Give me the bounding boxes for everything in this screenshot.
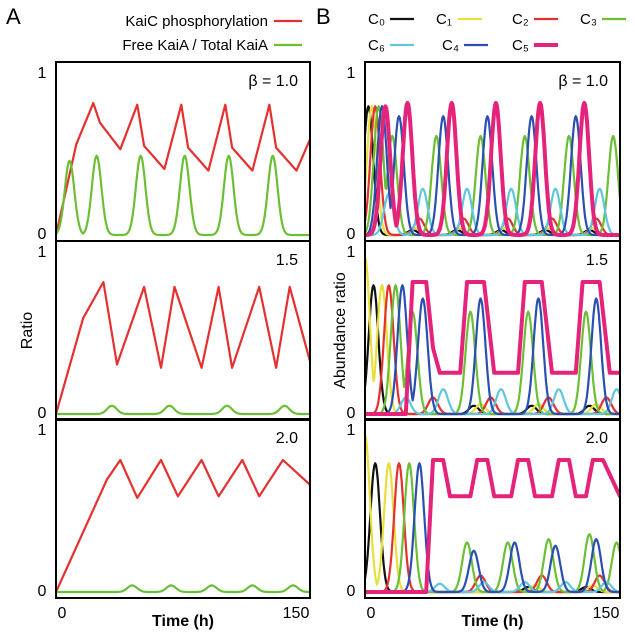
y-tick-label: 0 <box>347 226 356 243</box>
legend-label: Free KaiA / Total KaiA <box>122 37 268 54</box>
legend-entry-2: C₂ <box>512 11 558 28</box>
panel-b-subplot-3: 102.0 <box>347 418 621 600</box>
y-tick-label: 1 <box>38 244 47 261</box>
series-line-b2-5 <box>365 284 620 416</box>
panel-b-subplot-1: 1 0 β = 1.0 <box>347 61 621 243</box>
x-tick-label: 0 <box>58 605 67 622</box>
y-tick-label: 0 <box>347 583 356 600</box>
series-line-a3-1 <box>56 584 310 594</box>
y-tick-label: 1 <box>347 422 356 439</box>
beta-label: 2.0 <box>276 430 298 447</box>
beta-label: 1.5 <box>586 252 608 269</box>
legend-entry-0: KaiC phosphorylation <box>125 13 302 30</box>
series-line-a3-0 <box>56 458 310 594</box>
x-axis-title: Time (h) <box>152 613 214 630</box>
panel-a-subplot-3-frame <box>55 418 311 599</box>
panel-b-letter: B <box>316 4 331 29</box>
panel-b-subplot-3-frame <box>364 418 621 599</box>
y-tick-label: 1 <box>347 65 356 82</box>
beta-label: β = 1.0 <box>248 73 298 90</box>
legend-entry-6: C₅ <box>512 37 558 54</box>
y-tick-label: 0 <box>347 405 356 422</box>
beta-label: 1.5 <box>276 252 298 269</box>
series-line-b1-4 <box>365 187 620 237</box>
panel-a-subplot-2-series <box>56 280 310 416</box>
y-tick-label: 1 <box>38 65 47 82</box>
legend-entry-0: C₀ <box>368 11 414 28</box>
x-tick-label: 150 <box>283 605 310 622</box>
panel-b-subplot-2: 101.5 <box>347 240 621 422</box>
legend-label: C₄ <box>442 37 459 54</box>
panel-a-subplot-3: 102.0 <box>38 418 311 600</box>
legend-label: C₀ <box>368 11 385 28</box>
legend-label: C₁ <box>436 11 452 28</box>
panel-a-letter: A <box>6 4 21 29</box>
x-tick-label: 150 <box>593 605 620 622</box>
panel-b-subplot-2-frame <box>364 240 621 421</box>
beta-label: β = 1.0 <box>558 73 608 90</box>
series-line-b1-6 <box>365 101 620 237</box>
legend-label: C₃ <box>580 11 597 28</box>
panel-a-subplot-2-frame <box>55 240 311 421</box>
panel-a-subplot-2: 101.5 <box>38 240 311 422</box>
y-axis-title: Ratio <box>19 312 36 349</box>
legend-entry-1: C₁ <box>436 11 482 28</box>
legend-label: C₆ <box>368 37 385 54</box>
y-tick-label: 0 <box>38 583 47 600</box>
y-tick-label: 0 <box>38 405 47 422</box>
series-line-b1-5 <box>365 105 620 237</box>
legend-label: C₅ <box>512 37 529 54</box>
series-line-a2-1 <box>56 404 310 416</box>
panel-b-subplot-2-series <box>365 256 620 416</box>
series-line-b3-5 <box>365 462 620 594</box>
panel-a-subplot-3-series <box>56 458 310 594</box>
series-line-a1-0 <box>56 101 310 237</box>
y-tick-label: 1 <box>38 422 47 439</box>
panel-b-subplot-3-series <box>365 434 620 594</box>
beta-label: 2.0 <box>586 430 608 447</box>
y-axis-title: Abundance ratio <box>332 272 349 389</box>
panel-a-subplot-1: 1 0 β = 1.0 <box>38 61 311 243</box>
series-line-a2-0 <box>56 280 310 416</box>
legend-entry-4: C₆ <box>368 37 414 54</box>
series-line-b2-6 <box>365 280 620 416</box>
x-axis-title: Time (h) <box>462 613 524 630</box>
legend-entry-3: C₃ <box>580 11 626 28</box>
legend-label: KaiC phosphorylation <box>125 13 268 30</box>
panel-a-subplot-1-series <box>56 101 310 237</box>
y-tick-label: 1 <box>347 244 356 261</box>
y-tick-label: 0 <box>38 226 47 243</box>
x-tick-label: 0 <box>367 605 376 622</box>
series-line-b3-6 <box>365 458 620 594</box>
legend-entry-5: C₄ <box>442 37 488 54</box>
legend-label: C₂ <box>512 11 529 28</box>
panel-b-subplot-1-series <box>365 101 620 237</box>
series-line-a1-1 <box>56 154 310 237</box>
legend-entry-1: Free KaiA / Total KaiA <box>122 37 302 54</box>
